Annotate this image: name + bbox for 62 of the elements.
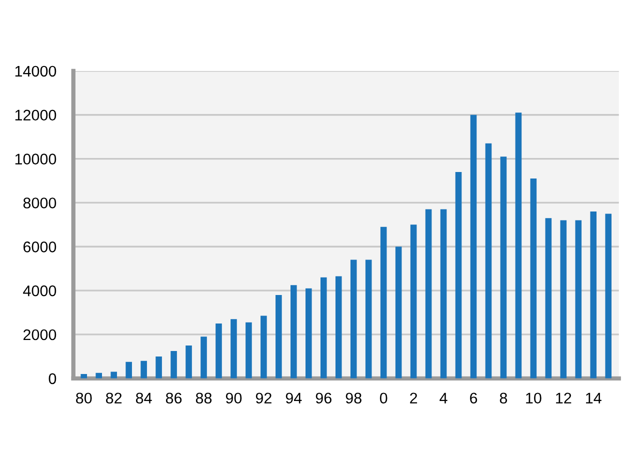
x-tick-label: 92 — [256, 392, 272, 404]
x-tick-label: 6 — [470, 392, 478, 404]
x-tick-label: 2 — [410, 392, 418, 404]
bar — [590, 212, 597, 378]
bar — [530, 178, 537, 378]
bar — [170, 350, 177, 378]
y-tick-label: 4000 — [23, 285, 56, 296]
y-tick-label: 2000 — [23, 329, 56, 340]
x-tick-label: 10 — [526, 392, 542, 404]
x-tick-label: 84 — [136, 392, 152, 404]
x-tick-label: 94 — [286, 392, 302, 404]
bar — [96, 372, 102, 378]
x-tick-label: 14 — [586, 392, 602, 404]
x-tick-label: 82 — [106, 392, 122, 404]
bar — [380, 226, 387, 378]
bar — [470, 114, 477, 378]
bar — [140, 360, 147, 378]
bar — [335, 276, 342, 378]
bar — [126, 362, 132, 378]
bar — [545, 218, 552, 378]
bar — [605, 214, 612, 378]
bar — [276, 294, 282, 378]
x-tick-label: 80 — [76, 392, 92, 404]
y-tick-label: 12000 — [15, 110, 56, 121]
x-tick-label: 12 — [556, 392, 572, 404]
bar — [515, 112, 522, 378]
bar — [230, 319, 237, 378]
bar — [156, 356, 162, 378]
y-tick-label: 6000 — [23, 242, 56, 252]
bar — [395, 246, 402, 378]
bar — [290, 285, 297, 378]
bar — [575, 220, 582, 378]
x-tick-label: 0 — [380, 392, 388, 404]
x-tick-label: 96 — [316, 392, 332, 404]
bar — [260, 316, 267, 378]
bar — [306, 288, 312, 378]
bar — [110, 372, 117, 378]
bar — [500, 156, 507, 378]
x-tick-label: 88 — [196, 392, 212, 404]
y-tick-label: 14000 — [15, 66, 56, 77]
bar — [560, 220, 567, 378]
bar — [365, 260, 372, 378]
x-tick-label: 90 — [226, 392, 242, 404]
x-tick-label: 98 — [346, 392, 362, 404]
bar — [246, 322, 252, 378]
bar — [80, 374, 88, 378]
y-tick-label: 10000 — [15, 154, 56, 164]
bar — [350, 260, 357, 378]
bar — [425, 209, 432, 378]
bar — [320, 277, 327, 378]
bar — [440, 209, 447, 378]
bar — [186, 345, 192, 378]
y-tick-label: 0 — [48, 373, 56, 384]
x-tick-label: 8 — [500, 392, 508, 404]
y-tick-label: 8000 — [23, 198, 56, 208]
bar — [216, 324, 222, 378]
x-tick-label: 4 — [440, 392, 448, 404]
bar — [410, 224, 417, 378]
bar — [455, 172, 462, 378]
bar — [485, 143, 492, 378]
bar — [200, 336, 207, 378]
x-tick-label: 86 — [166, 392, 182, 404]
